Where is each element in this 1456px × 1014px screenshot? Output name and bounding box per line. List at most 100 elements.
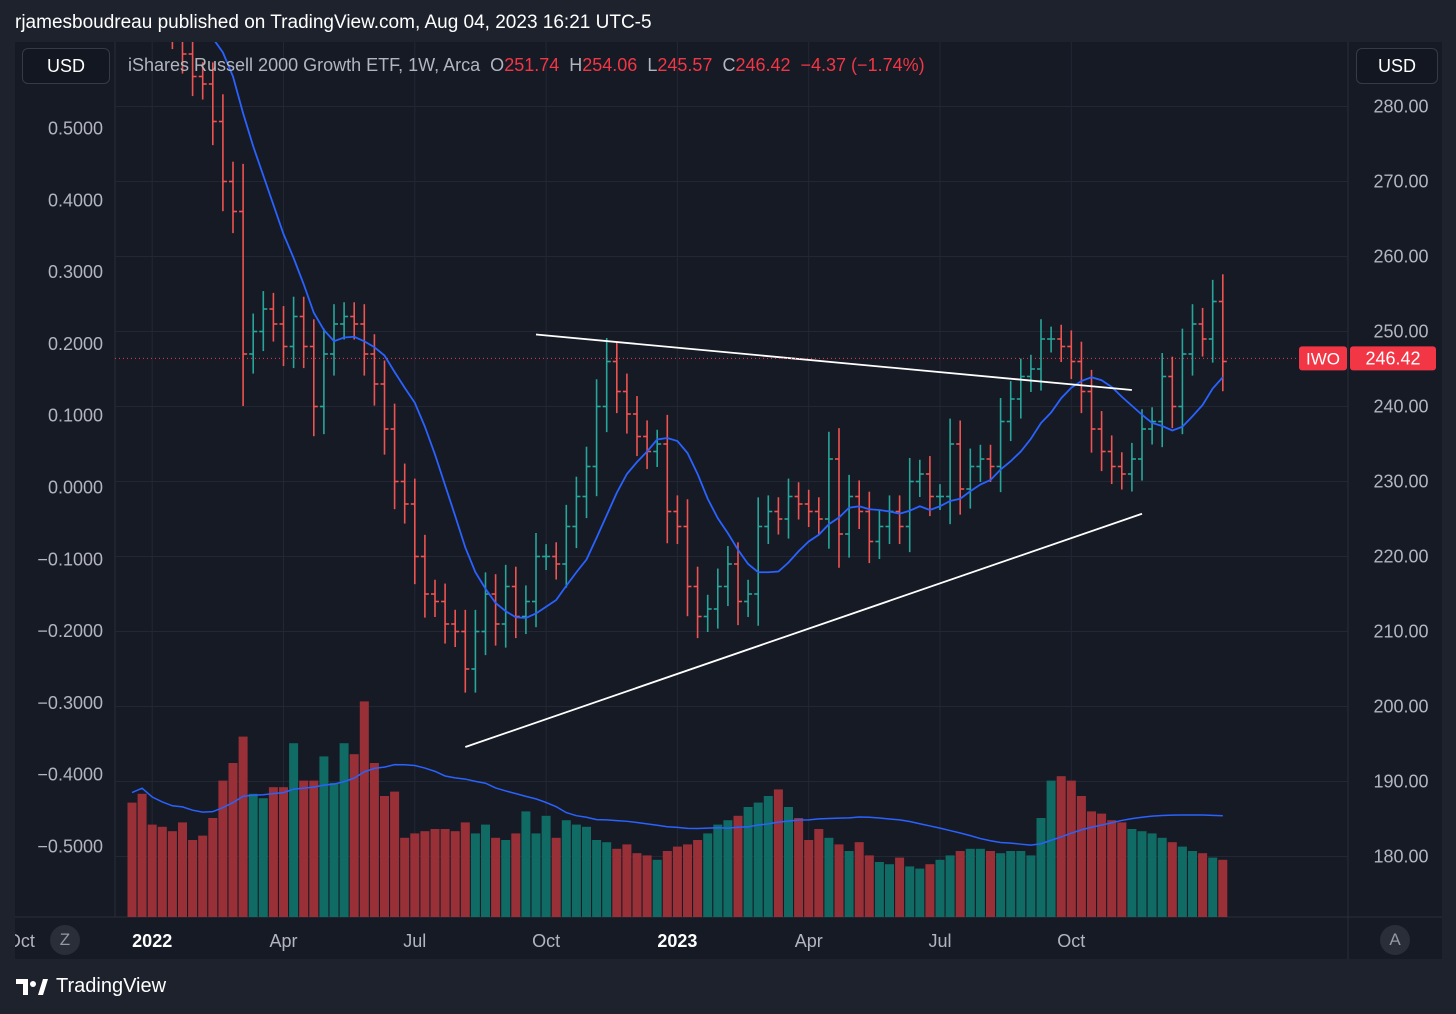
volume-bar — [440, 829, 450, 917]
volume-bar — [814, 829, 824, 917]
volume-bar — [531, 833, 541, 917]
ohlc-bar — [410, 478, 419, 585]
volume-bar — [1046, 780, 1056, 917]
volume-bar — [895, 857, 905, 917]
volume-bar — [986, 851, 995, 917]
ohlc-bar — [784, 478, 793, 539]
ohlc-bar — [996, 397, 1005, 493]
ohlc-bar — [683, 499, 692, 617]
volume-bar — [844, 851, 854, 917]
volume-bar — [1127, 829, 1137, 917]
ohlc-bar — [1127, 442, 1136, 492]
ohlc-bar — [774, 497, 783, 535]
auto-scale-button[interactable]: A — [1380, 925, 1410, 955]
ohlc-bar — [420, 534, 429, 618]
ohlc-bar — [471, 609, 480, 693]
ohlc-bar — [208, 62, 217, 146]
ohlc-bar — [441, 583, 450, 644]
volume-bar — [1117, 822, 1127, 917]
volume-bar — [1147, 833, 1157, 917]
volume-bar — [450, 831, 460, 917]
legend-high-value: 254.06 — [582, 55, 638, 75]
time-axis-tick-label: Oct — [532, 931, 560, 951]
legend-symbol: iShares Russell 2000 Growth ETF, 1W, Arc… — [128, 55, 481, 75]
ohlc-bar — [532, 532, 540, 628]
right-axis-tick-label: 220.00 — [1373, 547, 1428, 567]
volume-bar — [430, 829, 440, 917]
ohlc-bar — [925, 456, 934, 517]
zoom-button[interactable]: Z — [50, 925, 80, 955]
volume-bar — [713, 824, 723, 917]
ohlc-bar — [572, 476, 581, 549]
volume-bar — [935, 859, 945, 917]
ohlc-bar — [1057, 324, 1066, 363]
ohlc-bar — [835, 428, 843, 568]
ohlc-bar — [491, 574, 500, 646]
volume-bar — [763, 796, 773, 917]
volume-bar — [693, 840, 703, 917]
volume-bar — [824, 837, 834, 917]
ohlc-bar — [976, 444, 985, 483]
volume-bar — [329, 782, 339, 917]
volume-bar — [773, 789, 783, 917]
ohlc-bar — [693, 566, 702, 639]
volume-bar — [561, 820, 571, 917]
right-axis-tick-label: 200.00 — [1373, 697, 1428, 717]
ohlc-bar — [1087, 369, 1096, 453]
volume-bar — [238, 736, 248, 917]
ohlc-bar — [673, 495, 682, 545]
ohlc-bar — [1047, 326, 1056, 353]
volume-bar — [1107, 820, 1117, 917]
ohlc-bar — [552, 542, 561, 580]
volume-bar — [167, 831, 177, 917]
volume-bar — [925, 864, 935, 917]
left-axis-tick-label: −0.3000 — [37, 693, 103, 713]
volume-bar — [218, 780, 228, 917]
volume-bar — [1076, 796, 1086, 917]
ohlc-bar — [350, 302, 359, 340]
last-price-label: 246.42 — [1365, 348, 1420, 368]
volume-bar — [1006, 851, 1016, 917]
currency-left-button[interactable]: USD — [22, 48, 110, 84]
right-axis-tick-label: 230.00 — [1373, 472, 1428, 492]
volume-bar — [410, 833, 420, 917]
ohlc-bar — [289, 296, 298, 369]
volume-bar — [703, 833, 713, 917]
volume-bar — [733, 815, 743, 917]
volume-bar — [642, 855, 652, 917]
volume-bar — [541, 815, 551, 917]
right-axis-tick-label: 190.00 — [1373, 772, 1428, 792]
volume-bar — [178, 822, 187, 917]
ohlc-bar — [461, 609, 470, 693]
volume-bar — [723, 820, 733, 917]
symbol-legend: iShares Russell 2000 Growth ETF, 1W, Arc… — [128, 55, 925, 76]
ohlc-bar — [1208, 279, 1217, 363]
ohlc-bar — [1148, 407, 1157, 445]
ohlc-bar — [824, 431, 833, 549]
legend-close-value: 246.42 — [735, 55, 791, 75]
volume-bar — [299, 780, 309, 917]
ohlc-bar — [855, 480, 864, 530]
ohlc-bar — [390, 403, 399, 510]
volume-bar — [268, 787, 278, 917]
chart-area[interactable]: 280.00 270.00 260.00 250.00 240.00 230.00 220.… — [15, 42, 1442, 959]
left-axis-tick-label: 0.4000 — [48, 190, 103, 210]
ohlc-bar — [582, 446, 591, 519]
ohlc-bar — [703, 594, 712, 633]
volume-bar — [400, 837, 410, 917]
volume-bar — [784, 807, 793, 917]
volume-bar — [309, 780, 319, 917]
volume-bar — [289, 743, 299, 917]
price-ma-line — [214, 42, 1224, 619]
volume-bar — [864, 855, 874, 917]
volume-bar — [612, 848, 622, 917]
currency-right-button[interactable]: USD — [1356, 48, 1438, 84]
ohlc-bar — [663, 414, 672, 544]
volume-bar — [551, 837, 561, 917]
volume-bar — [491, 837, 501, 917]
ohlc-bar — [814, 497, 823, 535]
ohlc-bar — [269, 292, 278, 342]
price-chart[interactable]: 280.00 270.00 260.00 250.00 240.00 230.00 220.… — [15, 42, 1442, 959]
volume-bar — [1218, 859, 1228, 917]
volume-bar — [1167, 842, 1177, 917]
